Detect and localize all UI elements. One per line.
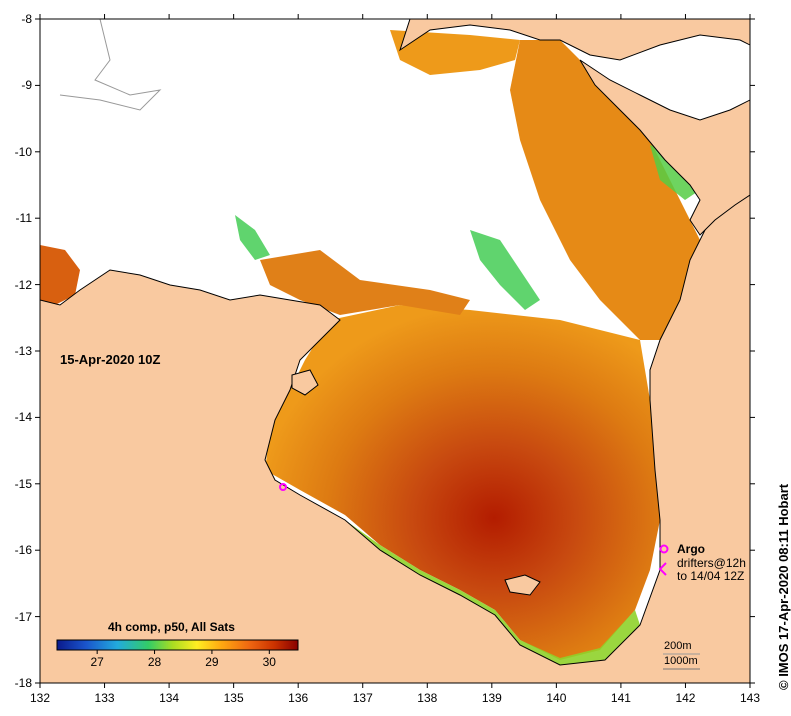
depth-contour [59, 19, 162, 111]
green-patch-2 [470, 230, 540, 310]
drifter-arrow-icon [658, 562, 667, 576]
lat-tick-label: -16 [14, 543, 32, 558]
argo-float-icon [279, 483, 287, 491]
lon-tick-label: 141 [610, 691, 631, 705]
lon-tick-label: 138 [417, 691, 438, 705]
lat-tick-label: -10 [14, 144, 32, 159]
colorbar-tick-label: 27 [90, 655, 104, 669]
drifter-label-line1: drifters@12h [677, 556, 746, 570]
northern-sst-patch [510, 40, 700, 340]
argo-label: Argo [677, 542, 705, 556]
depth-label-200: 200m [664, 640, 692, 652]
lon-tick-label: 136 [288, 691, 309, 705]
depth-label-1000: 1000m [664, 655, 698, 667]
lon-tick-label: 139 [481, 691, 502, 705]
lon-tick-label: 134 [159, 691, 180, 705]
land-northern-territory [40, 194, 750, 683]
date-label: 15-Apr-2020 10Z [60, 352, 161, 367]
southern-cool-fringe [345, 520, 640, 668]
lat-tick-label: -8 [21, 12, 32, 26]
land-new-guinea [399, 19, 750, 61]
northern-sst-patch-3 [260, 250, 470, 315]
colorbar-tick-label: 30 [262, 655, 276, 669]
lat-tick-label: -17 [14, 609, 32, 624]
lon-tick-label: 137 [352, 691, 373, 705]
green-patch-3 [650, 145, 700, 200]
lon-tick-label: 143 [740, 691, 761, 705]
legend-title: 4h comp, p50, All Sats [108, 620, 235, 634]
land-cape-york [579, 59, 750, 236]
lon-tick-label: 135 [223, 691, 244, 705]
colorbar-tick-label: 29 [205, 655, 219, 669]
gulf-sst-field [265, 305, 660, 660]
lon-tick-label: 132 [30, 691, 51, 705]
lon-tick-label: 133 [94, 691, 115, 705]
lon-tick-label: 140 [546, 691, 567, 705]
lat-tick-label: -14 [14, 410, 32, 425]
colorbar-tick-label: 28 [147, 655, 162, 669]
lat-tick-label: -13 [14, 344, 32, 358]
island-groote [291, 369, 319, 396]
lat-tick-label: -18 [14, 676, 32, 690]
lat-tick-label: -11 [15, 211, 32, 226]
green-patch-1 [235, 215, 270, 260]
lat-tick-label: -15 [14, 476, 32, 491]
northern-sst-patch-2 [390, 30, 520, 75]
lon-tick-label: 142 [675, 691, 696, 705]
lat-tick-label: -12 [14, 277, 32, 292]
drifter-label-line2: to 14/04 12Z [677, 569, 745, 583]
argo-marker-icon [659, 544, 669, 554]
island-mornington [504, 574, 541, 596]
imos-credit: © IMOS 17-Apr-2020 08:11 Hobart [776, 483, 791, 690]
west-sst-patch [40, 245, 80, 305]
lat-tick-label: -9 [21, 78, 32, 93]
sst-colorbar [56, 639, 299, 651]
